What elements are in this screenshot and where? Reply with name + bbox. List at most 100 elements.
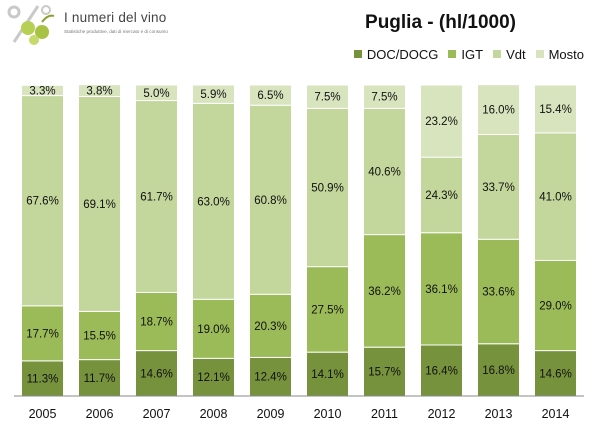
logo-subtitle: Statistiche produttive, dati di mercato …: [64, 29, 168, 34]
x-tick-label: 2012: [428, 407, 456, 421]
x-tick-label: 2007: [143, 407, 171, 421]
bar-segment: [192, 298, 235, 359]
data-label: 36.2%: [368, 286, 401, 298]
legend-swatch: [493, 50, 502, 58]
bar-segment: [363, 84, 406, 109]
data-label: 24.3%: [425, 190, 458, 202]
bar-segment: [21, 84, 64, 97]
data-label: 33.6%: [482, 287, 515, 299]
data-label: 63.0%: [197, 196, 230, 208]
data-label: 15.5%: [83, 331, 116, 343]
bar-segment: [477, 343, 520, 397]
data-label: 40.6%: [368, 166, 401, 178]
x-tick-label: 2013: [485, 407, 513, 421]
logo: I numeri del vino Statistiche produttive…: [4, 2, 254, 48]
bar-segment: [135, 350, 178, 397]
data-label: 3.8%: [86, 86, 112, 98]
bar-segment: [78, 310, 121, 361]
data-label: 69.1%: [83, 199, 116, 211]
data-label: 23.2%: [425, 116, 458, 128]
bar-segment: [477, 133, 520, 240]
bar-segment: [306, 107, 349, 268]
bar-segment: [135, 100, 178, 293]
bar-segment: [363, 234, 406, 348]
data-label: 14.1%: [311, 369, 344, 381]
data-label: 15.7%: [368, 367, 401, 379]
bar-segment: [249, 293, 292, 358]
bar-segment: [21, 95, 64, 307]
data-label: 29.0%: [539, 300, 572, 312]
data-label: 18.7%: [140, 317, 173, 329]
legend-swatch: [535, 50, 544, 58]
legend-swatch: [448, 50, 457, 58]
bar-segment: [306, 266, 349, 353]
bar-segment: [363, 346, 406, 397]
data-label: 41.0%: [539, 192, 572, 204]
x-tick-label: 2014: [542, 407, 570, 421]
bar-segment: [78, 84, 121, 98]
data-label: 61.7%: [140, 191, 173, 203]
bar-segment: [477, 84, 520, 135]
bar-segment: [135, 84, 178, 102]
data-label: 67.6%: [26, 196, 59, 208]
data-label: 5.9%: [200, 89, 226, 101]
data-label: 12.1%: [197, 372, 230, 384]
bar-segment: [477, 238, 520, 345]
data-label: 7.5%: [371, 92, 397, 104]
legend-label: Mosto: [548, 46, 584, 62]
chart-title: Puglia - (hl/1000): [365, 12, 516, 33]
data-label: 27.5%: [311, 304, 344, 316]
bar-segment: [249, 356, 292, 397]
data-label: 50.9%: [311, 182, 344, 194]
x-tick-label: 2010: [314, 407, 342, 421]
data-label: 14.6%: [140, 368, 173, 380]
bar-segment: [534, 259, 577, 352]
bar-segment: [306, 84, 349, 109]
data-label: 11.3%: [27, 373, 59, 385]
data-label: 15.4%: [539, 104, 572, 116]
data-label: 7.5%: [314, 92, 340, 104]
legend-label: DOC/DOCG: [366, 46, 439, 62]
bar-segment: [135, 291, 178, 352]
bar-segment: [420, 344, 463, 397]
bar-segment: [192, 357, 235, 397]
bar-segment: [420, 232, 463, 346]
data-label: 16.0%: [482, 105, 515, 117]
bar-segment: [21, 305, 64, 362]
bar-segment: [78, 96, 121, 312]
legend-item-doc-docg: DOC/DOCG: [353, 46, 439, 62]
bar-segment: [534, 84, 577, 134]
legend-swatch: [353, 50, 362, 58]
header: I numeri del vino Statistiche produttive…: [0, 0, 598, 48]
data-label: 6.5%: [257, 90, 283, 102]
data-label: 14.6%: [539, 368, 572, 380]
legend-item-igt: IGT: [448, 47, 483, 62]
bar-segment: [78, 359, 121, 397]
chart-legend: DOC/DOCG IGT Vdt Mosto: [353, 46, 584, 62]
data-label: 19.0%: [197, 324, 230, 336]
x-tick-label: 2009: [257, 407, 285, 421]
data-label: 16.8%: [482, 365, 515, 377]
bar-segment: [21, 360, 64, 397]
x-tick-label: 2005: [29, 407, 57, 421]
x-tick-label: 2006: [86, 407, 114, 421]
data-label: 33.7%: [482, 182, 515, 194]
data-label: 36.1%: [425, 284, 458, 296]
bar-segment: [363, 107, 406, 236]
data-label: 3.3%: [29, 85, 55, 97]
data-label: 5.0%: [143, 88, 169, 100]
bar-segment: [249, 104, 292, 295]
legend-label: IGT: [461, 46, 484, 62]
bar-segment: [420, 156, 463, 234]
data-label: 17.7%: [26, 328, 59, 340]
legend-item-vdt: Vdt: [493, 47, 526, 62]
data-label: 16.4%: [425, 365, 458, 377]
data-label: 11.7%: [84, 373, 116, 385]
legend-item-mosto: Mosto: [535, 46, 584, 62]
bar-segment: [420, 84, 463, 158]
data-label: 20.3%: [254, 321, 287, 333]
grape-percent-logo-icon: [7, 5, 55, 45]
data-label: 12.4%: [254, 372, 287, 384]
bar-segment: [249, 84, 292, 106]
